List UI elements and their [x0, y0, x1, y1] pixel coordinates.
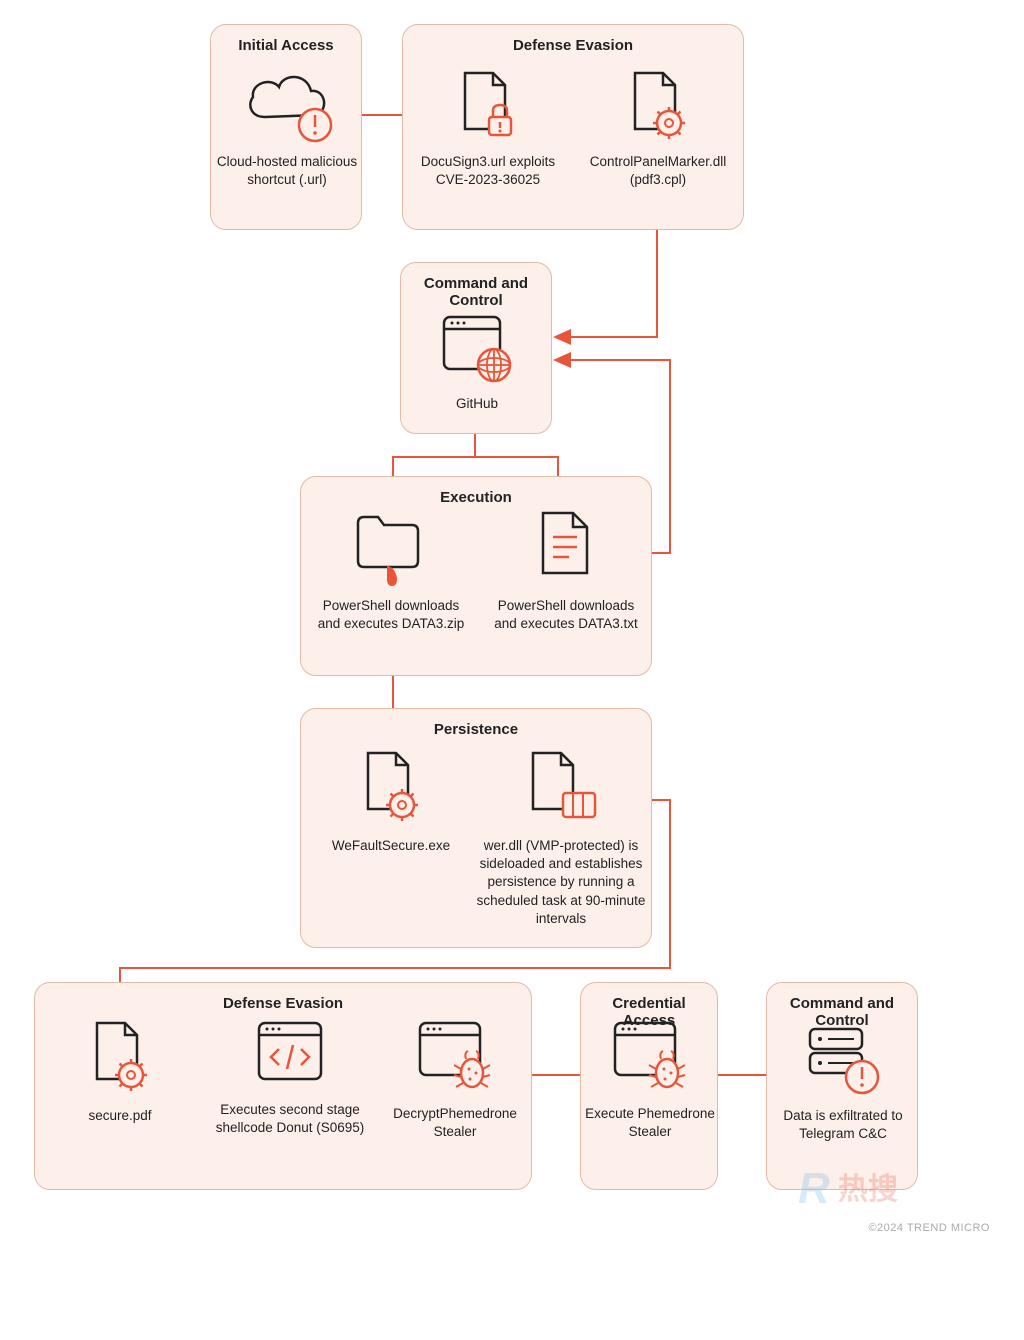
box-c2-top: Command and Control GitHub [400, 262, 552, 434]
box-defense-evasion-bottom: Defense Evasion [34, 982, 532, 1190]
box-title-c2-top: Command and Control [411, 275, 541, 309]
box-persistence: Persistence [300, 708, 652, 948]
label-exfil: Data is exfiltrated to Telegram C&C [767, 1107, 919, 1143]
file-lock-alert-icon [453, 65, 523, 145]
label-wefault: WeFaultSecure.exe [311, 837, 471, 855]
file-lines-icon [531, 505, 601, 589]
node-ps-txt: PowerShell downloads and executes DATA3.… [486, 505, 646, 633]
copyright-watermark: ©2024 TREND MICRO [868, 1222, 990, 1234]
file-gear-icon [623, 65, 693, 145]
box-title-persistence: Persistence [311, 721, 641, 738]
label-cloud-shortcut: Cloud-hosted malicious shortcut (.url) [211, 153, 363, 189]
brand-watermark: R 热搜 [798, 1159, 978, 1220]
label-github: GitHub [401, 395, 553, 413]
node-werdll: wer.dll (VMP-protected) is sideloaded an… [466, 745, 656, 928]
node-wefault: WeFaultSecure.exe [311, 745, 471, 855]
folder-drip-icon [348, 505, 434, 589]
file-gear-icon-2 [356, 745, 426, 829]
server-alert-icon [800, 1019, 886, 1099]
box-defense-evasion-top: Defense Evasion DocuSign3.url exploits C… [402, 24, 744, 230]
file-gear-icon-3 [85, 1015, 155, 1099]
box-initial-access: Initial Access Cloud-hosted malicious sh… [210, 24, 362, 230]
node-controlpanel: ControlPanelMarker.dll (pdf3.cpl) [578, 65, 738, 189]
node-cloud-shortcut: Cloud-hosted malicious shortcut (.url) [211, 65, 363, 189]
label-exec-phemedrone: Execute Phemedrone Stealer [581, 1105, 719, 1141]
diagram-canvas: Initial Access Cloud-hosted malicious sh… [0, 0, 1024, 1340]
node-ps-zip: PowerShell downloads and executes DATA3.… [311, 505, 471, 633]
label-ps-txt: PowerShell downloads and executes DATA3.… [486, 597, 646, 633]
node-exec-phemedrone: Execute Phemedrone Stealer [581, 1015, 719, 1141]
node-exfil: Data is exfiltrated to Telegram C&C [767, 1019, 919, 1143]
box-credential-access: Credential Access [580, 982, 718, 1190]
window-bug-icon [410, 1015, 500, 1097]
box-title-defense-evasion-bottom: Defense Evasion [45, 995, 521, 1012]
box-execution: Execution PowerShell downloads and execu… [300, 476, 652, 676]
label-decrypt: DecryptPhemedrone Stealer [375, 1105, 535, 1141]
cloud-alert-icon [237, 65, 337, 145]
node-github: GitHub [401, 309, 553, 413]
label-secure-pdf: secure.pdf [45, 1107, 195, 1125]
label-donut: Executes second stage shellcode Donut (S… [210, 1101, 370, 1137]
file-columns-icon [521, 745, 601, 829]
node-docusign: DocuSign3.url exploits CVE-2023-36025 [413, 65, 563, 189]
label-docusign: DocuSign3.url exploits CVE-2023-36025 [413, 153, 563, 189]
box-title-execution: Execution [311, 489, 641, 506]
svg-text:R: R [798, 1164, 830, 1213]
node-secure-pdf: secure.pdf [45, 1015, 195, 1125]
box-title-initial-access: Initial Access [221, 37, 351, 54]
node-donut: Executes second stage shellcode Donut (S… [210, 1015, 370, 1137]
label-werdll: wer.dll (VMP-protected) is sideloaded an… [466, 837, 656, 928]
window-code-icon [247, 1015, 333, 1093]
window-bug-icon-2 [605, 1015, 695, 1097]
window-globe-icon [432, 309, 522, 387]
node-decrypt: DecryptPhemedrone Stealer [375, 1015, 535, 1141]
arrow-controlpanel-to-c2 [555, 230, 657, 337]
label-ps-zip: PowerShell downloads and executes DATA3.… [311, 597, 471, 633]
label-controlpanel: ControlPanelMarker.dll (pdf3.cpl) [578, 153, 738, 189]
brand-text: 热搜 [838, 1173, 898, 1206]
box-title-defense-evasion-top: Defense Evasion [413, 37, 733, 54]
